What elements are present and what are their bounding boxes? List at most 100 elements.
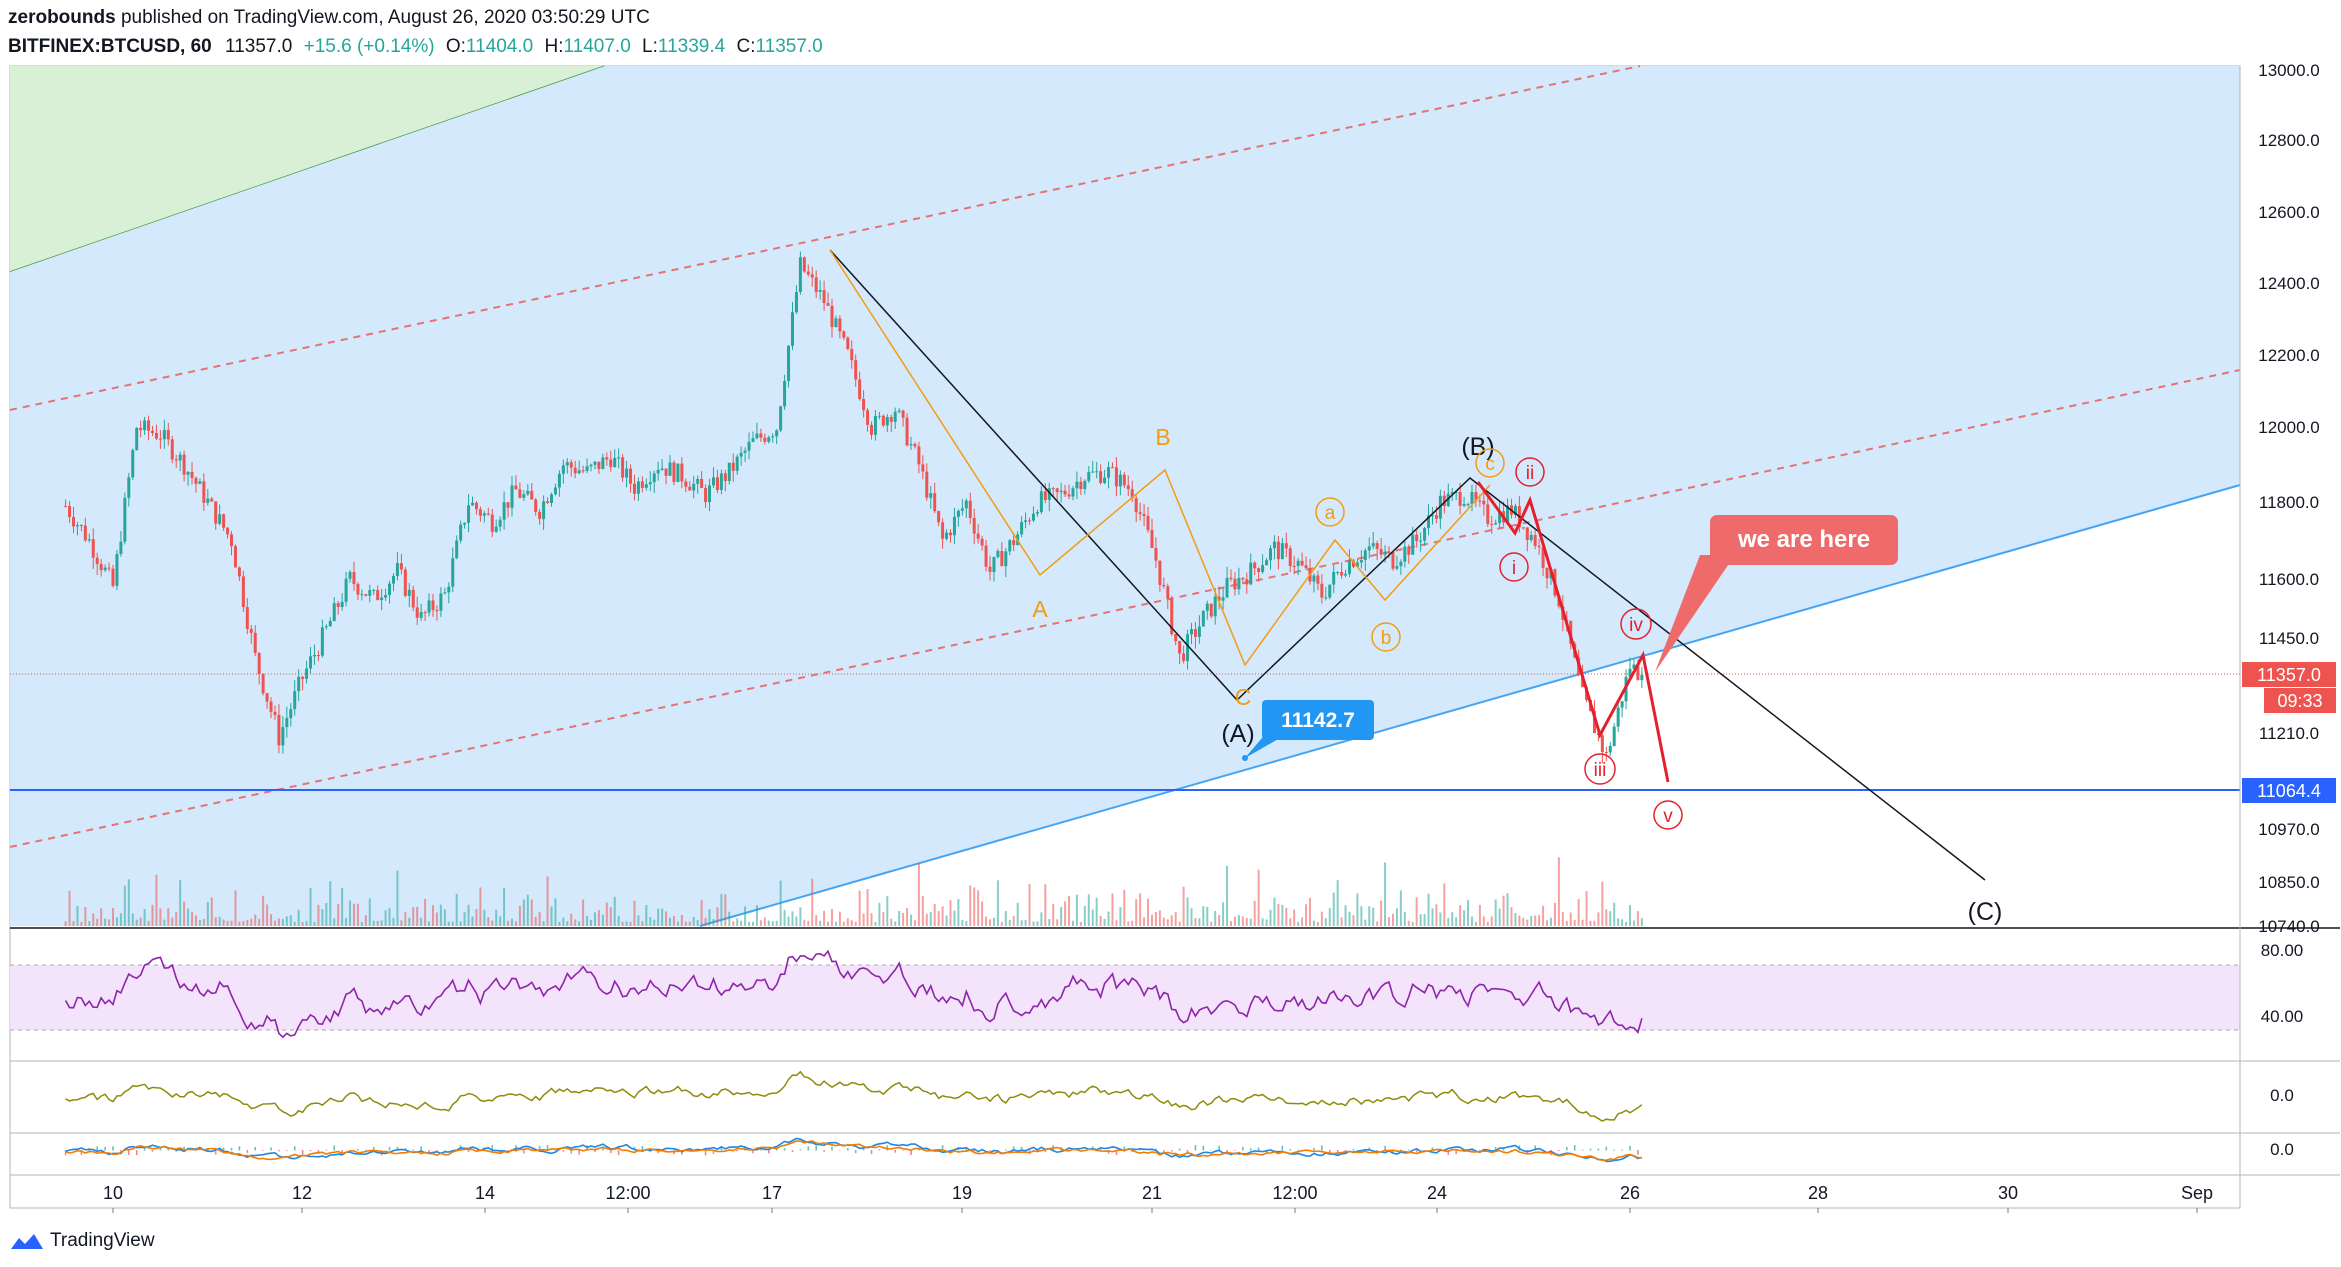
candle-body (253, 632, 257, 654)
candle-body (123, 497, 127, 542)
candle-body (640, 481, 644, 488)
candle-body (154, 433, 158, 439)
candle-body (1296, 560, 1300, 567)
candle-body (1095, 471, 1099, 473)
channel-fill[interactable] (10, 66, 2240, 926)
candle-body (1403, 546, 1407, 562)
candle-body (1612, 726, 1616, 746)
candle-body (309, 656, 313, 669)
volume-bar (625, 921, 628, 926)
price-tick-label: 11450.0 (2259, 629, 2319, 648)
wave-label-A[interactable]: A (1032, 596, 1048, 622)
wave-circle-a[interactable] (1315, 497, 1345, 527)
corrective-wave-path[interactable] (829, 249, 1491, 667)
volume-bar (953, 910, 956, 926)
candle-body (1197, 626, 1201, 637)
volume-bar (404, 912, 407, 926)
candle-body (391, 575, 395, 584)
author-name[interactable]: zerobounds (8, 7, 116, 28)
macd-hist-bar (286, 1150, 288, 1151)
volume-bar (333, 918, 336, 926)
time-axis[interactable]: 10 12 14 12:00 17 19 21 12:00 24 26 28 30 Sep (103, 1183, 2213, 1213)
candle-body (964, 500, 968, 509)
wave-label-C[interactable]: C (1235, 684, 1252, 710)
last-price: 11357.0 (225, 36, 293, 57)
volume-bar (704, 917, 707, 926)
wave-label-A-primary[interactable]: (A) (1221, 720, 1254, 748)
volume-bar (518, 905, 521, 926)
callout-box[interactable] (1710, 515, 1898, 565)
volume-bar (238, 921, 241, 926)
macd-hist-bar (1392, 1150, 1394, 1153)
volume-bar (1068, 895, 1071, 926)
time-tick-label: 12:00 (605, 1183, 650, 1203)
wave-circle-c[interactable] (1475, 448, 1505, 478)
candle-body (131, 450, 135, 478)
macd-hist-bar (641, 1145, 644, 1151)
volume-bar (1561, 912, 1564, 926)
macd-hist-bar (1099, 1147, 1102, 1151)
price-tick-label: 10740.0 (2258, 917, 2319, 936)
wave-circle-iv[interactable] (1620, 608, 1652, 640)
middle-dashed-line[interactable] (9, 369, 2241, 848)
wave-circle-b[interactable] (1371, 622, 1401, 652)
channel-lower-edge[interactable] (699, 484, 2241, 927)
macd-hist-bar (1249, 1148, 1252, 1151)
volume-bar (1028, 884, 1031, 926)
volume-bar (1320, 911, 1323, 926)
candle-body (1103, 477, 1107, 483)
candle-body (933, 493, 937, 512)
footer-brand[interactable]: TradingView (10, 1228, 155, 1254)
macd-hist-bar (1005, 1149, 1007, 1151)
wave-label-C-primary[interactable]: (C) (1968, 898, 2003, 926)
volume-bar (744, 906, 747, 926)
macd-hist-bar (1502, 1147, 1505, 1151)
symbol-label[interactable]: BITFINEX:BTCUSD, 60 (8, 36, 212, 57)
candle-body (431, 600, 435, 611)
candle-body (704, 487, 708, 503)
oscillator-line[interactable] (65, 1070, 1643, 1122)
price-tick-label: 11210.0 (2259, 724, 2319, 743)
wave-circle-i[interactable] (1499, 552, 1529, 582)
wave-label-B[interactable]: B (1155, 424, 1170, 450)
primary-wave-path[interactable] (829, 249, 1986, 881)
price-note-box[interactable] (1262, 700, 1374, 740)
candle-body (190, 471, 194, 478)
macd-hist-bar (191, 1149, 193, 1151)
candle-body (372, 590, 376, 592)
macd-hist-bar (926, 1149, 928, 1151)
volume-bar (1222, 902, 1225, 926)
macd-hist-bar (128, 1150, 130, 1155)
volume-bar (1099, 915, 1102, 926)
volume-bar (293, 921, 296, 926)
wave-circle-iii[interactable] (1584, 753, 1616, 785)
tradingview-logo-icon (11, 1234, 43, 1249)
volume-bar (246, 919, 249, 926)
candle-body (1024, 520, 1028, 523)
candle-body (111, 568, 115, 586)
macd-line[interactable] (65, 1137, 1643, 1163)
wave-circle-ii[interactable] (1515, 457, 1545, 487)
candle-body (929, 493, 933, 498)
upper-dashed-line[interactable] (9, 65, 1641, 411)
wave-label-iii: iii (1594, 760, 1607, 781)
wave-circle-v[interactable] (1653, 800, 1683, 830)
candle-body (1604, 752, 1608, 754)
candle-body (629, 468, 633, 484)
candle-body (388, 583, 392, 596)
rsi-line[interactable] (64, 949, 1643, 1039)
volume-bar (1344, 905, 1347, 926)
time-tick-label: 14 (475, 1183, 495, 1203)
candle-body (277, 714, 281, 746)
macd-signal-line[interactable] (65, 1140, 1642, 1162)
volume-bar (1557, 857, 1560, 926)
candle-body (1142, 514, 1146, 516)
price-axis[interactable]: 13000.0 12800.0 12600.0 12400.0 12200.0 12000… (2258, 61, 2319, 936)
osc-tick-0: 0.0 (2270, 1086, 2294, 1105)
volume-bar (1154, 911, 1157, 926)
volume-bar (143, 908, 146, 926)
volume-bar (345, 918, 348, 926)
volume-bar (1301, 917, 1304, 926)
impulse-wave-path[interactable] (1476, 481, 1670, 783)
